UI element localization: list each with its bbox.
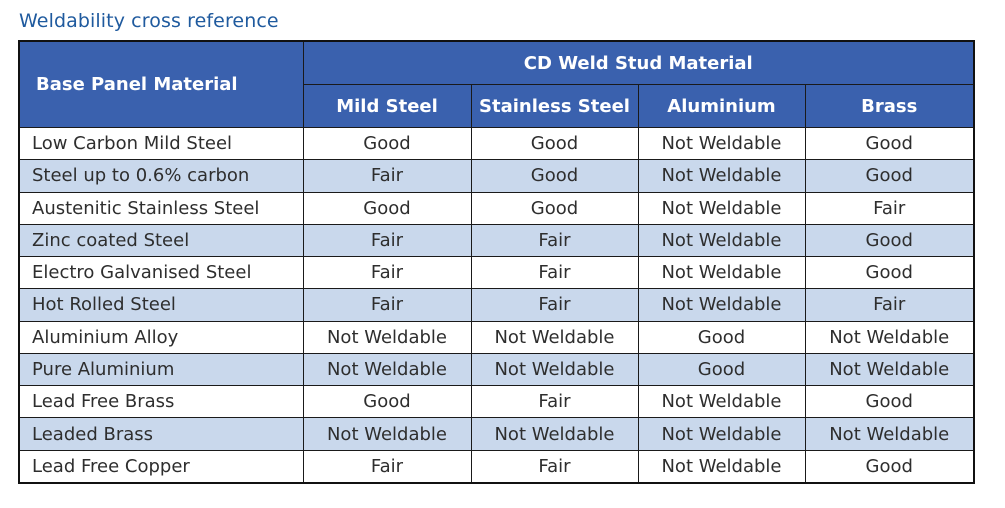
weldability-cell: Not Weldable (637, 191, 806, 225)
table-row: Lead Free Copper Fair Fair Not Weldable Good (18, 449, 975, 484)
row-material-label: Pure Aluminium (18, 352, 304, 387)
weldability-cell: Not Weldable (804, 352, 975, 387)
row-material-label: Aluminium Alloy (18, 320, 304, 354)
weldability-cell: Not Weldable (637, 417, 806, 451)
weldability-cell: Good (470, 126, 639, 161)
table-row: Zinc coated Steel Fair Fair Not Weldable Goo… (18, 223, 975, 258)
weldability-cell: Fair (302, 449, 472, 484)
weldability-cell: Not Weldable (302, 352, 472, 387)
weldability-cell: Not Weldable (804, 417, 975, 451)
weldability-cell: Not Weldable (302, 320, 472, 354)
weldability-cell: Good (804, 159, 975, 193)
weldability-cell: Not Weldable (470, 320, 639, 354)
table-row: Electro Galvanised Steel Fair Fair Not Weld… (18, 256, 975, 290)
row-material-label: Zinc coated Steel (18, 223, 304, 258)
table-header: Base Panel Material CD Weld Stud Materia… (18, 40, 975, 128)
weldability-cell: Not Weldable (804, 320, 975, 354)
weldability-cell: Good (302, 191, 472, 225)
page-title: Weldability cross reference (19, 10, 279, 32)
weldability-cell: Fair (470, 385, 639, 419)
weldability-cell: Not Weldable (470, 417, 639, 451)
weldability-cell: Good (804, 449, 975, 484)
weldability-cell: Not Weldable (302, 417, 472, 451)
weldability-cell: Good (470, 159, 639, 193)
row-material-label: Austenitic Stainless Steel (18, 191, 304, 225)
weldability-cell: Not Weldable (637, 126, 806, 161)
table-row: Austenitic Stainless Steel Good Good Not We… (18, 191, 975, 225)
weldability-cell: Good (804, 385, 975, 419)
row-material-label: Low Carbon Mild Steel (18, 126, 304, 161)
column-header-aluminium: Aluminium (637, 84, 806, 128)
column-header-brass: Brass (804, 84, 975, 128)
weldability-cell: Fair (302, 159, 472, 193)
header-column-row: Mild Steel Stainless Steel Aluminium Bra… (19, 84, 975, 128)
weldability-cell: Fair (470, 449, 639, 484)
weldability-cell: Good (637, 352, 806, 387)
weldability-cell: Not Weldable (637, 288, 806, 322)
weldability-cell: Good (302, 126, 472, 161)
weldability-cell: Good (470, 191, 639, 225)
weldability-cell: Fair (470, 288, 639, 322)
corner-header: Base Panel Material (18, 40, 304, 128)
weldability-cell: Fair (302, 288, 472, 322)
weldability-cell: Fair (470, 223, 639, 258)
weldability-cell: Not Weldable (470, 352, 639, 387)
row-material-label: Steel up to 0.6% carbon (18, 159, 304, 193)
weldability-cell: Good (302, 385, 472, 419)
weldability-cell: Fair (804, 191, 975, 225)
table-body: Low Carbon Mild Steel Good Good Not Weldabl… (18, 126, 975, 484)
row-material-label: Leaded Brass (18, 417, 304, 451)
table-row: Steel up to 0.6% carbon Fair Good Not Welda… (18, 159, 975, 193)
table-row: Pure Aluminium Not Weldable Not Weldable Go… (18, 352, 975, 387)
weldability-cell: Fair (302, 223, 472, 258)
weldability-cell: Not Weldable (637, 223, 806, 258)
row-material-label: Hot Rolled Steel (18, 288, 304, 322)
weldability-cell: Not Weldable (637, 256, 806, 290)
table-row: Hot Rolled Steel Fair Fair Not Weldable Fair (18, 288, 975, 322)
group-header: CD Weld Stud Material (302, 40, 975, 85)
weldability-cell: Good (637, 320, 806, 354)
table-row: Aluminium Alloy Not Weldable Not Weldable G… (18, 320, 975, 354)
header-group-row: Base Panel Material CD Weld Stud Materia… (18, 40, 975, 128)
weldability-cell: Good (804, 223, 975, 258)
weldability-cell: Fair (804, 288, 975, 322)
column-header-stainless-steel: Stainless Steel (470, 84, 639, 128)
row-material-label: Lead Free Copper (18, 449, 304, 484)
weldability-cell: Fair (470, 256, 639, 290)
weldability-cell: Fair (302, 256, 472, 290)
column-header-mild-steel: Mild Steel (302, 84, 472, 128)
weldability-table: Base Panel Material CD Weld Stud Materia… (18, 40, 975, 484)
table-row: Leaded Brass Not Weldable Not Weldable Not … (18, 417, 975, 451)
table-row: Low Carbon Mild Steel Good Good Not Weldabl… (18, 126, 975, 161)
weldability-cell: Good (804, 126, 975, 161)
weldability-cell: Good (804, 256, 975, 290)
table-row: Lead Free Brass Good Fair Not Weldable Good (18, 385, 975, 419)
weldability-cell: Not Weldable (637, 159, 806, 193)
row-material-label: Lead Free Brass (18, 385, 304, 419)
row-material-label: Electro Galvanised Steel (18, 256, 304, 290)
weldability-cell: Not Weldable (637, 449, 806, 484)
weldability-cell: Not Weldable (637, 385, 806, 419)
